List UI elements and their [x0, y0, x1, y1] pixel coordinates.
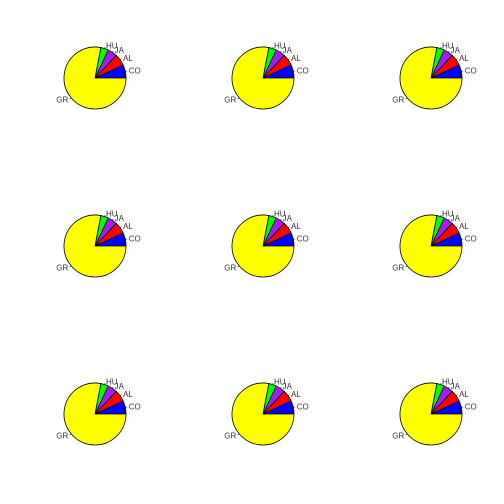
pie-label-tick	[119, 394, 122, 397]
pie-slice-gr	[63, 382, 127, 446]
pie-label-hu: HU	[106, 42, 118, 51]
pie-label-tick	[119, 58, 122, 61]
pie-label-tick	[405, 433, 408, 435]
pie-label-co: CO	[129, 235, 141, 244]
pie-label-hu: HU	[274, 210, 286, 219]
pie-label-tick	[69, 433, 72, 435]
pie-label-ja: JA	[115, 46, 125, 55]
pie-label-ja: JA	[115, 214, 125, 223]
pie-label-tick	[448, 386, 450, 389]
pie-label-gr: GR	[224, 432, 236, 441]
pie-label-ja: JA	[451, 46, 461, 55]
pie-label-tick	[455, 58, 458, 61]
pie-label-co: CO	[465, 67, 477, 76]
pie-label-tick	[237, 433, 240, 435]
pie-label-al: AL	[459, 390, 469, 399]
pie-label-tick	[405, 97, 408, 99]
pie-label-ja: JA	[115, 382, 125, 391]
pie-label-tick	[448, 218, 450, 221]
pie-label-gr: GR	[392, 432, 404, 441]
pie-label-tick	[112, 218, 114, 221]
pie-slice-gr	[231, 46, 295, 110]
pie-label-ja: JA	[283, 382, 293, 391]
pie-label-ja: JA	[283, 46, 293, 55]
pie-label-tick	[455, 226, 458, 229]
pie-label-tick	[287, 58, 290, 61]
pie-slice-gr	[399, 46, 463, 110]
pie-label-gr: GR	[56, 432, 68, 441]
pie-slice-gr	[63, 46, 127, 110]
pie-label-al: AL	[123, 54, 133, 63]
pie-label-al: AL	[291, 390, 301, 399]
pie-label-ja: JA	[283, 214, 293, 223]
pie-label-hu: HU	[442, 210, 454, 219]
pie-label-tick	[69, 265, 72, 267]
pie-label-co: CO	[297, 235, 309, 244]
pie-label-hu: HU	[106, 378, 118, 387]
pie-label-tick	[237, 97, 240, 99]
pie-label-co: CO	[297, 67, 309, 76]
pie-label-tick	[280, 218, 282, 221]
pie-label-gr: GR	[56, 96, 68, 105]
pie-label-tick	[405, 265, 408, 267]
pie-label-tick	[287, 394, 290, 397]
pie-label-co: CO	[129, 403, 141, 412]
pie-label-co: CO	[465, 403, 477, 412]
pie-label-hu: HU	[106, 210, 118, 219]
pie-label-tick	[69, 97, 72, 99]
pie-label-gr: GR	[56, 264, 68, 273]
pie-label-gr: GR	[392, 96, 404, 105]
pie-label-hu: HU	[274, 378, 286, 387]
pie-label-hu: HU	[442, 42, 454, 51]
pie-label-al: AL	[123, 390, 133, 399]
pie-label-al: AL	[291, 222, 301, 231]
pie-label-tick	[448, 50, 450, 53]
pie-label-tick	[237, 265, 240, 267]
pie-label-tick	[112, 386, 114, 389]
pie-label-hu: HU	[442, 378, 454, 387]
pie-label-co: CO	[297, 403, 309, 412]
pie-label-al: AL	[459, 222, 469, 231]
pie-slice-gr	[63, 214, 127, 278]
pie-slice-gr	[231, 214, 295, 278]
pie-slice-gr	[231, 382, 295, 446]
pie-label-co: CO	[129, 67, 141, 76]
pie-slice-gr	[399, 214, 463, 278]
pie-label-hu: HU	[274, 42, 286, 51]
pie-label-tick	[280, 386, 282, 389]
pie-label-al: AL	[459, 54, 469, 63]
pie-label-gr: GR	[392, 264, 404, 273]
pie-label-gr: GR	[224, 264, 236, 273]
pie-label-ja: JA	[451, 214, 461, 223]
pie-label-gr: GR	[224, 96, 236, 105]
pie-label-tick	[112, 50, 114, 53]
pie-label-tick	[280, 50, 282, 53]
pie-label-tick	[119, 226, 122, 229]
pie-label-tick	[455, 394, 458, 397]
pie-label-tick	[287, 226, 290, 229]
pie-label-al: AL	[123, 222, 133, 231]
pie-label-ja: JA	[451, 382, 461, 391]
pie-slice-gr	[399, 382, 463, 446]
pie-label-co: CO	[465, 235, 477, 244]
pie-label-al: AL	[291, 54, 301, 63]
